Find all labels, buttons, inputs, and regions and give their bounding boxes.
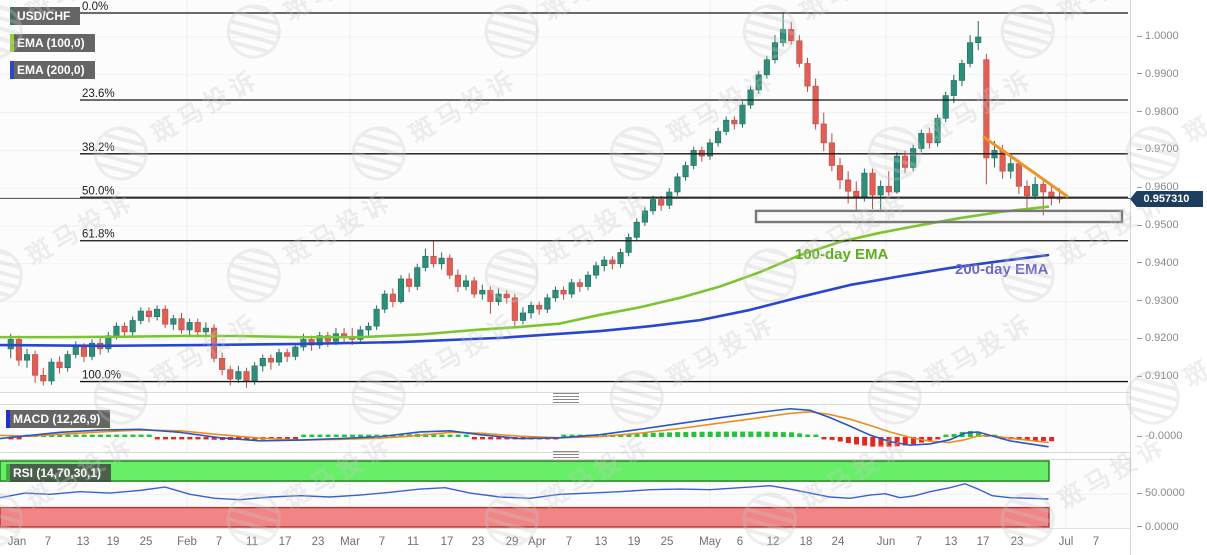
date-axis-label: 7 — [44, 536, 52, 548]
date-axis-label: 23 — [311, 536, 325, 548]
rsi-strip — [6, 464, 10, 482]
symbol-strip — [10, 7, 14, 25]
fib-level-label: 50.0% — [82, 185, 115, 197]
date-axis-label: May — [699, 536, 721, 548]
price-axis-label: 0.9300 — [1137, 295, 1179, 307]
date-axis-label: 18 — [799, 536, 813, 548]
ema200-curve-label: 200-day EMA — [955, 261, 1049, 278]
main-chart-canvas[interactable]: 0.0% 23.6% 38.2% 50.0% 61.8% 100.0% — [0, 0, 1130, 392]
fib-level-label: 23.6% — [82, 88, 115, 100]
price-axis-label: 0.9800 — [1137, 106, 1179, 118]
symbol-badge[interactable]: USD/CHF — [10, 7, 81, 25]
date-axis-label: 23 — [1010, 536, 1024, 548]
date-axis-label: 25 — [139, 536, 153, 548]
date-axis-label: 17 — [440, 536, 454, 548]
y-axis: 1.0000 0.9900 0.9800 0.9700 0.9600 0.9500 0.94… — [1130, 0, 1207, 555]
price-axis-label: 0.9900 — [1137, 68, 1179, 80]
date-axis-label: 23 — [471, 536, 485, 548]
date-axis-label: 19 — [106, 536, 120, 548]
symbol-label: USD/CHF — [17, 9, 71, 23]
price-axis-label: 0.9600 — [1137, 181, 1179, 193]
fib-level-label: 38.2% — [82, 142, 115, 154]
ema100-label: EMA (100,0) — [17, 36, 85, 50]
ema200-strip — [10, 61, 14, 79]
rsi-badge[interactable]: RSI (14,70,30,1) — [6, 464, 112, 482]
date-axis-label: 6 — [736, 536, 744, 548]
price-axis-label: 0.9700 — [1137, 143, 1179, 155]
date-axis-label: 13 — [76, 536, 90, 548]
date-axis-label: 11 — [407, 536, 419, 548]
fib-level-label: 0.0% — [82, 1, 108, 13]
ema100-strip — [10, 34, 14, 52]
macd-panel-canvas[interactable] — [0, 404, 1130, 452]
date-axis-label: 12 — [766, 536, 780, 548]
macd-badge[interactable]: MACD (12,26,9) — [6, 410, 111, 428]
ema200-label: EMA (200,0) — [17, 63, 85, 77]
current-price-badge: 0.957310 — [1130, 191, 1203, 207]
support-box[interactable] — [754, 209, 1124, 224]
price-axis-label: 1.0000 — [1137, 30, 1179, 42]
date-axis-label: 13 — [944, 536, 958, 548]
rsi-axis-label: 50.0000 — [1137, 487, 1185, 499]
ema200-badge[interactable]: EMA (200,0) — [10, 61, 95, 79]
trendline[interactable] — [982, 135, 1069, 198]
date-axis-label: Jun — [876, 536, 896, 548]
date-axis-label: Feb — [177, 536, 197, 548]
date-axis-label: Jan — [7, 536, 27, 548]
date-axis-label: 19 — [627, 536, 641, 548]
date-axis-label: 7 — [215, 536, 223, 548]
x-axis: Jan 7 13 19 25 Feb 7 11 17 23 Mar 7 11 17 23 29 Apr 7 13 19… — [0, 528, 1130, 555]
date-axis-label: Apr — [528, 536, 546, 548]
date-axis-label: 25 — [660, 536, 674, 548]
date-axis-label: 17 — [278, 536, 292, 548]
date-axis-label: 11 — [246, 536, 258, 548]
ema100-curve-label: 100-day EMA — [795, 246, 889, 263]
date-axis-label: 7 — [378, 536, 386, 548]
date-axis-label: 7 — [1092, 536, 1100, 548]
fib-level-label: 61.8% — [82, 229, 115, 241]
ema100-badge[interactable]: EMA (100,0) — [10, 34, 95, 52]
price-axis-label: 0.9100 — [1137, 370, 1179, 382]
panel-resize-handle[interactable] — [553, 451, 579, 461]
price-axis-label: 0.9200 — [1137, 332, 1179, 344]
date-axis-label: 13 — [594, 536, 608, 548]
date-axis-label: 17 — [976, 536, 990, 548]
rsi-label: RSI (14,70,30,1) — [13, 466, 102, 480]
panel-divider[interactable] — [0, 392, 1130, 405]
date-axis-label: 7 — [915, 536, 923, 548]
macd-label: MACD (12,26,9) — [13, 412, 101, 426]
panel-resize-handle[interactable] — [553, 393, 579, 403]
date-axis-label: 7 — [565, 536, 573, 548]
date-axis-label: Mar — [340, 536, 360, 548]
date-axis-label: 29 — [505, 536, 519, 548]
rsi-axis-label: 0.0000 — [1137, 521, 1179, 533]
date-axis-label: 24 — [831, 536, 845, 548]
rsi-panel-canvas[interactable] — [0, 459, 1130, 528]
date-axis-label: Jul — [1058, 536, 1074, 548]
price-axis-label: 0.9500 — [1137, 219, 1179, 231]
fib-level-label: 100.0% — [82, 370, 121, 382]
panel-divider[interactable] — [0, 451, 1130, 461]
price-axis-label: 0.9400 — [1137, 257, 1179, 269]
macd-axis-label: -0.0000 — [1137, 430, 1182, 442]
macd-strip — [6, 410, 10, 428]
